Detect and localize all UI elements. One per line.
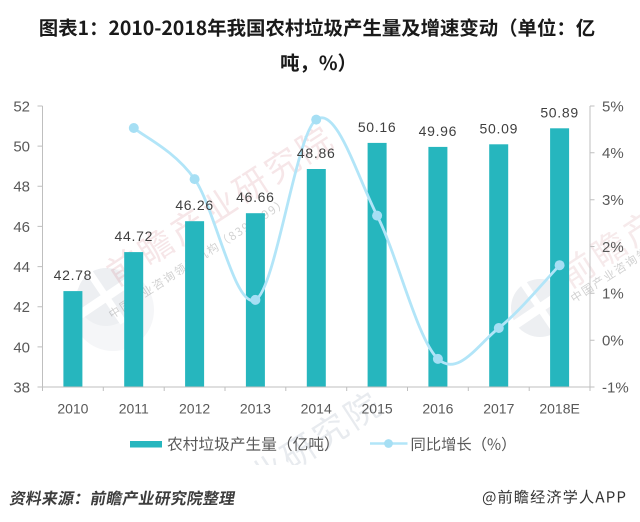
svg-text:-1%: -1% <box>602 379 629 396</box>
svg-text:50.09: 50.09 <box>480 120 519 136</box>
svg-text:2010: 2010 <box>57 401 88 417</box>
svg-text:2017: 2017 <box>483 401 514 417</box>
svg-text:3%: 3% <box>602 192 624 209</box>
svg-text:48.86: 48.86 <box>297 145 336 161</box>
svg-text:42: 42 <box>13 299 30 316</box>
svg-text:50.89: 50.89 <box>540 104 579 120</box>
svg-text:2011: 2011 <box>119 401 149 417</box>
svg-text:46.66: 46.66 <box>236 189 275 205</box>
svg-text:40: 40 <box>13 339 30 356</box>
svg-text:42.78: 42.78 <box>54 267 93 283</box>
svg-text:2018E: 2018E <box>539 401 579 417</box>
svg-text:44: 44 <box>13 259 30 276</box>
svg-text:48: 48 <box>13 179 30 196</box>
svg-text:2012: 2012 <box>179 401 210 417</box>
svg-text:2013: 2013 <box>240 401 271 417</box>
svg-text:2%: 2% <box>602 239 624 256</box>
svg-text:44.72: 44.72 <box>115 228 154 244</box>
svg-text:46.26: 46.26 <box>175 197 214 213</box>
svg-text:49.96: 49.96 <box>419 123 458 139</box>
svg-text:50.16: 50.16 <box>358 119 397 135</box>
svg-text:50: 50 <box>13 139 30 156</box>
svg-text:5%: 5% <box>602 98 624 115</box>
svg-text:46: 46 <box>13 219 30 236</box>
svg-text:0%: 0% <box>602 333 624 350</box>
svg-text:52: 52 <box>13 98 30 115</box>
svg-text:1%: 1% <box>602 286 624 303</box>
svg-text:4%: 4% <box>602 145 624 162</box>
svg-text:2014: 2014 <box>301 401 332 417</box>
svg-text:2015: 2015 <box>362 401 393 417</box>
svg-text:2016: 2016 <box>422 401 453 417</box>
svg-text:38: 38 <box>13 379 30 396</box>
